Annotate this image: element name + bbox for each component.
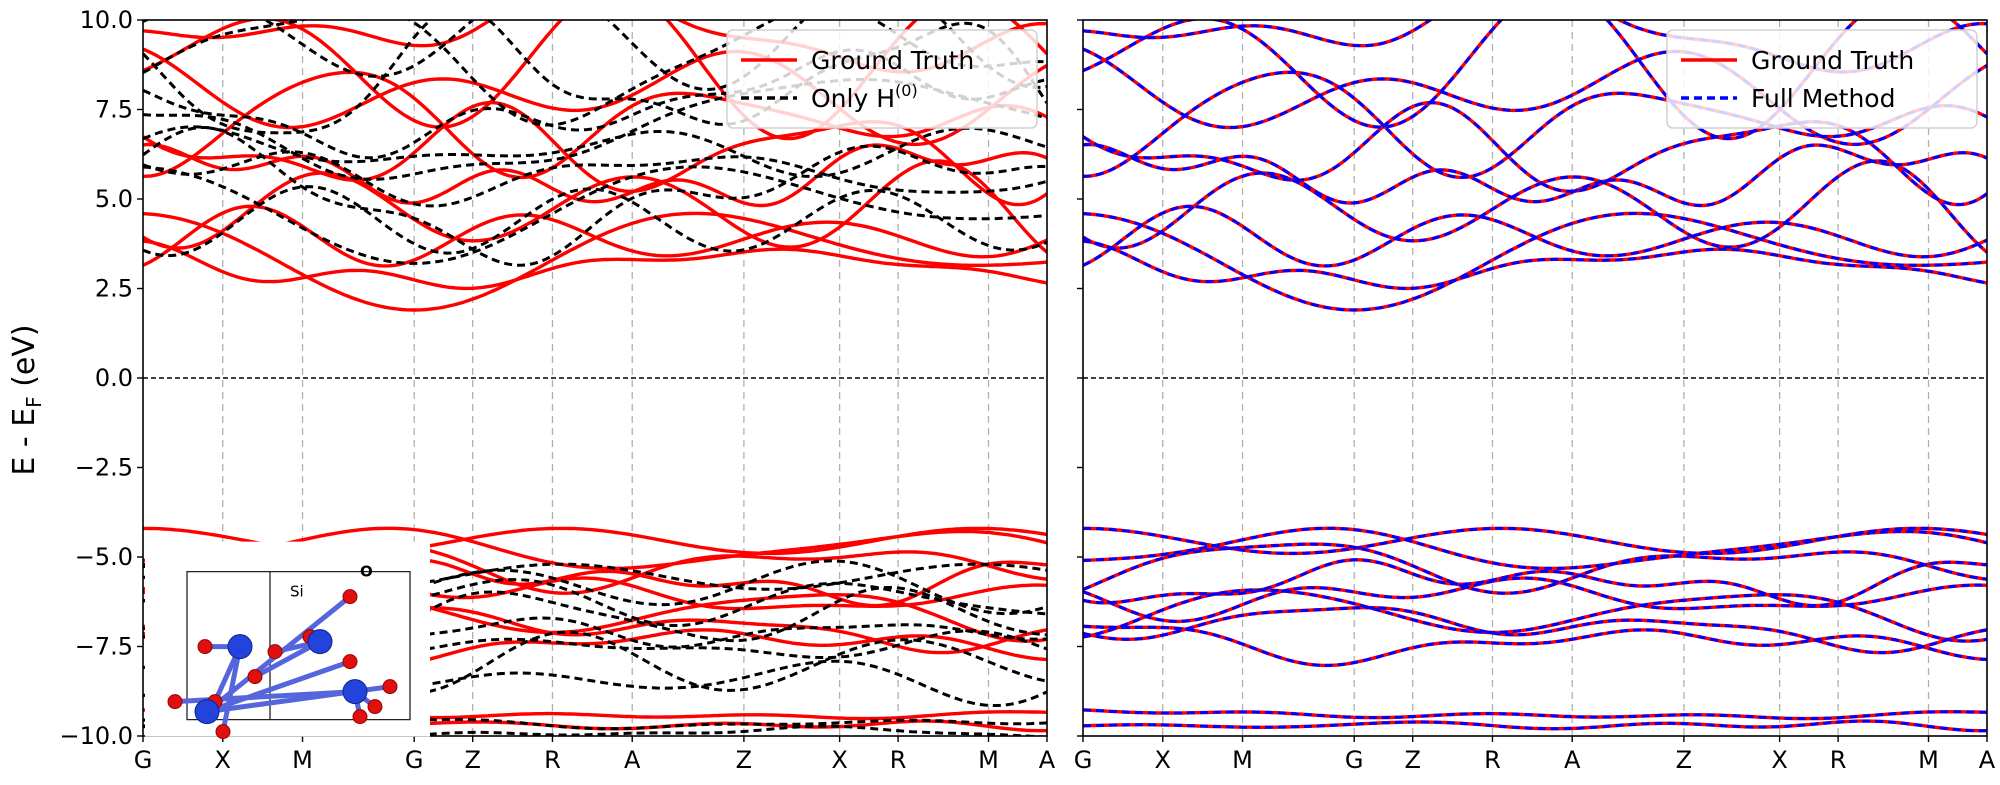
right-panel: G X M G Z R A Z X R M A Ground Truth Full Method	[1074, 19, 1996, 774]
oxygen-atom	[342, 589, 358, 605]
band-line-only-h	[143, 629, 1047, 660]
x-tick-label: A	[624, 746, 641, 774]
x-tick-label: X	[1771, 746, 1787, 774]
band-line-full-method	[1083, 70, 1987, 179]
oxygen-atom	[342, 654, 358, 670]
x-tick-label: R	[544, 746, 561, 774]
x-tick-label: M	[1918, 746, 1939, 774]
legend-label: Only H(0)	[811, 81, 918, 113]
silicon-atom	[342, 679, 368, 705]
x-tick-label: G	[134, 746, 153, 774]
y-tick-label: −10.0	[59, 722, 133, 750]
x-tick-label: R	[1830, 746, 1847, 774]
band-line-full-method	[1083, 204, 1987, 268]
y-tick-label: −2.5	[75, 454, 133, 482]
band-line-full-method	[1083, 239, 1987, 290]
oxygen-atom	[247, 669, 263, 685]
x-tick-label: X	[1155, 746, 1171, 774]
band-line-only-h	[143, 126, 1047, 267]
band-line-only-h	[143, 20, 1047, 127]
x-tick-label: X	[831, 746, 847, 774]
band-line-only-h	[143, 20, 1047, 91]
x-tick-label: Z	[1676, 746, 1692, 774]
x-tick-label: G	[1345, 746, 1364, 774]
x-tick-label: R	[1484, 746, 1501, 774]
oxygen-atom	[352, 709, 368, 725]
band-line-full-method	[1083, 526, 1987, 555]
oxygen-atom	[197, 639, 213, 655]
oxygen-atom	[367, 699, 383, 715]
legend-box	[1666, 29, 1978, 129]
left-panel: G X M G Z R A Z X R M A −10.0 −7.5 −5.0 −2.5 0.0 2.5 5.0 7.…	[59, 6, 1056, 774]
x-tick-label: Z	[464, 746, 480, 774]
x-tick-label: Z	[736, 746, 752, 774]
band-line-full-method	[1083, 526, 1987, 570]
x-tick-label: M	[292, 746, 313, 774]
band-line-ground-truth	[143, 47, 1047, 147]
y-tick-label: −7.5	[75, 633, 133, 661]
band-line-only-h	[143, 150, 1047, 208]
x-tick-label: G	[1074, 746, 1093, 774]
crystal-structure-inset: Si O	[167, 563, 411, 740]
band-line-ground-truth	[143, 142, 1047, 208]
x-tick-label: A	[1564, 746, 1581, 774]
y-tick-label: −5.0	[75, 543, 133, 571]
legend-label: Ground Truth	[1751, 46, 1914, 75]
band-line-only-h	[143, 185, 1047, 258]
band-line-ground-truth	[1083, 576, 1987, 624]
band-line-full-method	[1083, 606, 1987, 655]
y-tick-label: 10.0	[80, 6, 133, 34]
band-line-full-method	[1083, 558, 1987, 608]
band-line-full-method	[1083, 719, 1987, 733]
silicon-atom	[227, 634, 253, 660]
band-line-full-method	[1083, 708, 1987, 721]
legend-label: Ground Truth	[811, 46, 974, 75]
x-tick-label: M	[978, 746, 999, 774]
band-line-ground-truth	[143, 239, 1047, 291]
inset-background	[145, 541, 430, 737]
oxygen-atom	[382, 679, 398, 695]
band-line-full-method	[1083, 101, 1987, 207]
band-line-only-h	[143, 165, 1047, 265]
x-tick-label: M	[1232, 746, 1253, 774]
y-tick-label: 0.0	[95, 364, 133, 392]
silicon-atom	[194, 699, 220, 725]
oxygen-atom	[215, 724, 231, 740]
oxygen-atom	[267, 644, 283, 660]
silicon-atom	[307, 629, 333, 655]
inset-label-o: O	[360, 563, 373, 581]
legend-label: Full Method	[1751, 84, 1895, 113]
oxygen-atom	[167, 694, 183, 710]
band-line-full-method	[1083, 542, 1987, 595]
band-line-full-method	[1083, 47, 1987, 146]
band-line-full-method	[1083, 624, 1987, 667]
x-tick-label: R	[890, 746, 907, 774]
x-tick-label: Z	[1404, 746, 1420, 774]
bond	[206, 659, 351, 714]
band-line-ground-truth	[143, 70, 1047, 180]
inset-label-si: Si	[290, 583, 304, 601]
y-tick-label: 2.5	[95, 275, 133, 303]
band-line-full-method	[1083, 576, 1987, 623]
legend-box	[726, 29, 1038, 129]
band-line-full-method	[1083, 20, 1987, 141]
x-tick-label: A	[1039, 746, 1056, 774]
x-tick-label: X	[215, 746, 231, 774]
x-tick-label: A	[1979, 746, 1996, 774]
band-line-full-method	[1083, 159, 1987, 254]
band-line-only-h	[143, 616, 1047, 649]
band-line-full-method	[1083, 211, 1987, 312]
band-line-ground-truth	[143, 211, 1047, 312]
y-axis-label: E - EF (eV)	[7, 324, 46, 475]
y-tick-label: 5.0	[95, 185, 133, 213]
y-tick-label: 7.5	[95, 96, 133, 124]
band-line-full-method	[1083, 143, 1987, 207]
band-line-only-h	[143, 562, 1047, 591]
x-tick-label: G	[405, 746, 424, 774]
